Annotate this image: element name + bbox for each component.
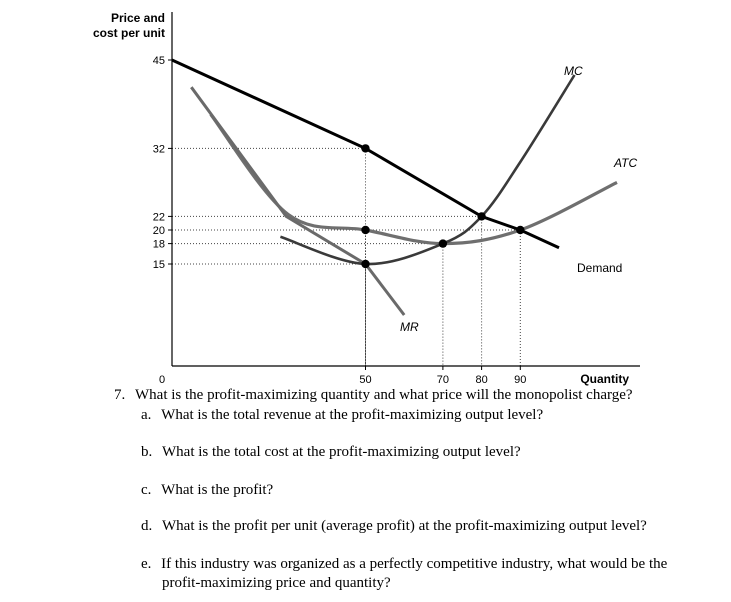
marked-point-2 bbox=[361, 259, 370, 269]
mr-label: MR bbox=[400, 320, 419, 334]
atc-curve bbox=[209, 113, 618, 246]
question-e-text-line1: If this industry was organized as a perf… bbox=[161, 556, 668, 572]
mr-curve bbox=[190, 86, 406, 316]
x-tick-label-90: 90 bbox=[514, 374, 526, 386]
y-tick-label-15: 15 bbox=[153, 259, 165, 271]
question-b-text: What is the total cost at the profit-max… bbox=[162, 444, 521, 460]
question-c-text: What is the profit? bbox=[161, 482, 274, 498]
x-tick-label-50: 50 bbox=[359, 374, 371, 386]
x-ticks: 50 70 80 90 bbox=[359, 366, 526, 386]
question-e-line1: e. If this industry was organized as a p… bbox=[141, 556, 667, 573]
monopoly-cost-chart: Price and cost per unit Quantity 0 45 32 2… bbox=[93, 11, 640, 386]
marked-point-4 bbox=[477, 212, 486, 221]
x-tick-label-80: 80 bbox=[475, 374, 487, 386]
y-tick-label-20: 20 bbox=[153, 225, 165, 237]
axes: Price and cost per unit Quantity 0 bbox=[93, 11, 640, 386]
y-tick-label-18: 18 bbox=[153, 239, 165, 251]
marked-point-1 bbox=[361, 225, 370, 235]
question-d-label: d. bbox=[141, 518, 153, 534]
marked-point-5 bbox=[516, 225, 525, 235]
question-a-label: a. bbox=[141, 407, 152, 423]
curves bbox=[171, 58, 618, 316]
marked-points bbox=[361, 144, 525, 269]
question-c-label: c. bbox=[141, 482, 152, 498]
atc-label: ATC bbox=[613, 156, 637, 170]
y-ticks: 45 32 22 20 18 15 bbox=[153, 55, 172, 271]
question-e-text-line2: profit-maximizing price and quantity? bbox=[162, 575, 391, 591]
x-tick-label-70: 70 bbox=[437, 374, 449, 386]
origin-label: 0 bbox=[159, 374, 165, 386]
y-axis-label-line1: Price and bbox=[111, 11, 165, 25]
question-e-label: e. bbox=[141, 556, 152, 572]
question-a-text: What is the total revenue at the profit-… bbox=[161, 407, 544, 423]
question-7-text: What is the profit-maximizing quantity a… bbox=[135, 387, 633, 403]
y-tick-label-32: 32 bbox=[153, 143, 165, 155]
curve-labels: MC ATC Demand MR bbox=[400, 64, 637, 334]
mc-label: MC bbox=[564, 64, 583, 78]
marked-point-0 bbox=[361, 144, 370, 153]
demand-curve bbox=[171, 58, 560, 250]
question-b: b. What is the total cost at the profit-… bbox=[141, 444, 521, 461]
marked-point-3 bbox=[438, 239, 448, 248]
question-7: 7. What is the profit-maximizing quantit… bbox=[114, 387, 633, 404]
mc-curve bbox=[280, 74, 576, 266]
question-7-number: 7. bbox=[114, 387, 126, 403]
x-axis-label: Quantity bbox=[580, 372, 629, 386]
demand-label: Demand bbox=[577, 261, 622, 275]
y-axis-label-line2: cost per unit bbox=[93, 26, 165, 40]
question-b-label: b. bbox=[141, 444, 153, 460]
dotted-guide-lines bbox=[172, 147, 521, 366]
question-a: a. What is the total revenue at the prof… bbox=[141, 407, 543, 424]
y-tick-label-45: 45 bbox=[153, 55, 165, 67]
question-d: d. What is the profit per unit (average … bbox=[141, 518, 647, 535]
question-c: c. What is the profit? bbox=[141, 482, 273, 499]
question-d-text: What is the profit per unit (average pro… bbox=[162, 518, 647, 534]
question-e-line2: profit-maximizing price and quantity? bbox=[162, 575, 391, 592]
y-tick-label-22: 22 bbox=[153, 211, 165, 223]
